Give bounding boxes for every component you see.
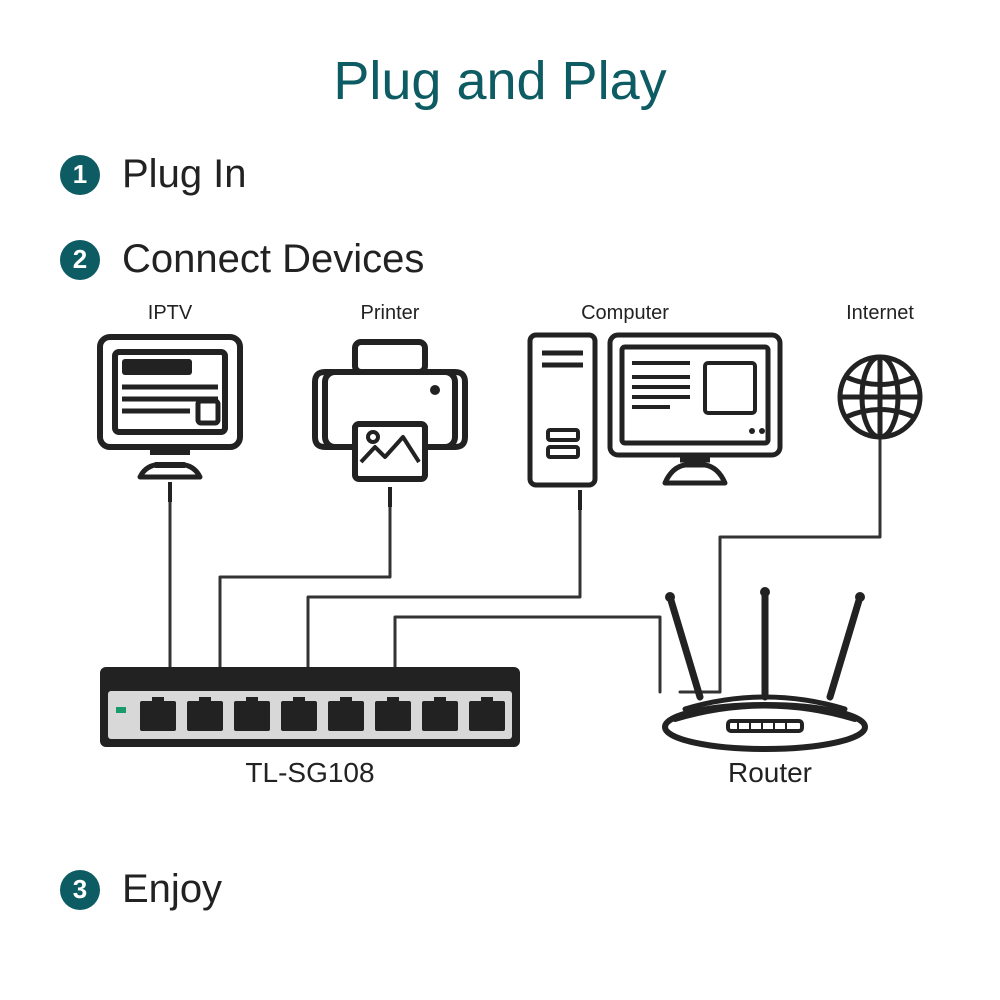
connection-diagram: IPTV Printer Computer Internet bbox=[0, 297, 1000, 857]
step-2: 2 Connect Devices bbox=[0, 237, 1000, 282]
iptv-icon bbox=[100, 337, 240, 502]
label-router: Router bbox=[720, 757, 820, 789]
computer-icon bbox=[530, 335, 780, 510]
switch-icon bbox=[100, 667, 520, 747]
step-3: 3 Enjoy bbox=[0, 867, 1000, 912]
step-1: 1 Plug In bbox=[0, 152, 1000, 197]
printer-icon bbox=[315, 342, 465, 507]
label-switch: TL-SG108 bbox=[240, 757, 380, 789]
step-3-badge: 3 bbox=[60, 870, 100, 910]
step-2-badge: 2 bbox=[60, 240, 100, 280]
step-1-label: Plug In bbox=[122, 152, 247, 197]
diagram-svg bbox=[0, 297, 1000, 857]
router-icon bbox=[665, 587, 865, 749]
internet-icon bbox=[840, 357, 920, 437]
step-2-label: Connect Devices bbox=[122, 237, 424, 282]
page-title: Plug and Play bbox=[0, 0, 1000, 112]
step-1-badge: 1 bbox=[60, 155, 100, 195]
step-3-label: Enjoy bbox=[122, 867, 222, 912]
